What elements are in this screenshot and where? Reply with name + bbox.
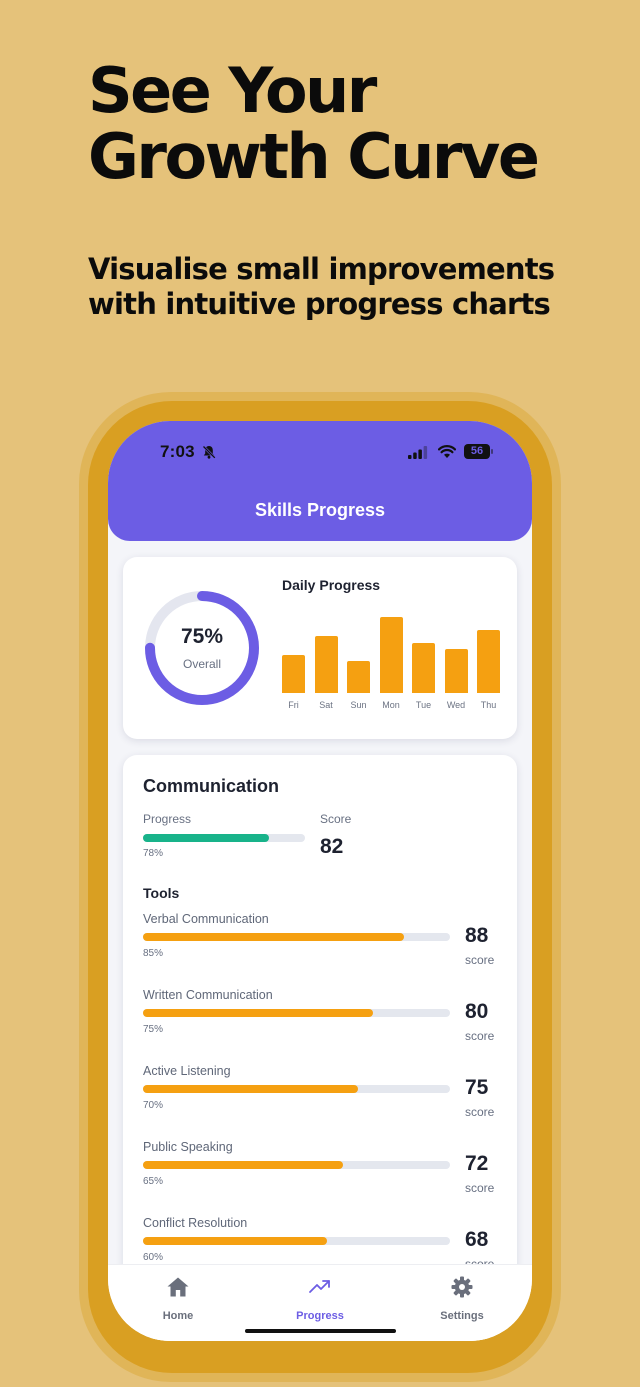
daily-progress-chart: Fri Sat Sun Mon Tue Wed Thu bbox=[282, 613, 500, 717]
tool-score-label: score bbox=[465, 1105, 495, 1119]
tab-home[interactable]: Home bbox=[118, 1265, 238, 1327]
tool-progress-bar bbox=[143, 933, 450, 941]
tool-progress-bar bbox=[143, 1237, 450, 1245]
tool-progress-bar bbox=[143, 1009, 450, 1017]
daily-progress-title: Daily Progress bbox=[282, 577, 381, 593]
tool-percent: 75% bbox=[143, 1024, 164, 1035]
tab-progress-label: Progress bbox=[296, 1310, 344, 1322]
tool-progress-fill bbox=[143, 1085, 358, 1093]
tool-percent: 65% bbox=[143, 1176, 164, 1187]
chart-bar-mon bbox=[379, 617, 403, 693]
chart-bar-sat bbox=[314, 636, 338, 693]
bell-muted-icon bbox=[202, 445, 216, 459]
tool-name: Conflict Resolution bbox=[143, 1216, 248, 1230]
chart-tick-label: Wed bbox=[446, 700, 466, 710]
tool-score-label: score bbox=[465, 1181, 495, 1195]
tool-name: Public Speaking bbox=[143, 1140, 233, 1154]
chart-bar-sun bbox=[347, 661, 370, 693]
tool-row[interactable]: Written Communication 75% 80 score bbox=[143, 988, 503, 1058]
tool-score: 80 bbox=[465, 1000, 489, 1023]
chart-tick-label: Fri bbox=[288, 700, 299, 710]
tool-score: 75 bbox=[465, 1076, 489, 1099]
skill-progress-percent: 78% bbox=[143, 848, 164, 859]
chart-bar-thu bbox=[477, 630, 500, 693]
tool-score: 68 bbox=[465, 1228, 489, 1251]
battery-icon: 56 bbox=[464, 444, 494, 460]
tool-percent: 70% bbox=[143, 1100, 164, 1111]
tool-score-label: score bbox=[465, 1029, 495, 1043]
hero-title-line-2: Growth Curve bbox=[88, 120, 540, 193]
tool-progress-fill bbox=[143, 1161, 343, 1169]
tool-row[interactable]: Verbal Communication 85% 88 score bbox=[143, 912, 503, 982]
wifi-icon bbox=[438, 445, 456, 458]
tool-progress-bar bbox=[143, 1085, 450, 1093]
tool-score-label: score bbox=[465, 953, 495, 967]
tool-name: Active Listening bbox=[143, 1064, 231, 1078]
chart-tick-label: Mon bbox=[382, 700, 400, 710]
chart-tick-label: Thu bbox=[480, 700, 497, 710]
tool-percent: 60% bbox=[143, 1252, 164, 1263]
progress-label: Progress bbox=[143, 812, 192, 826]
overall-percent: 75% bbox=[180, 625, 224, 648]
overall-progress-ring-fill bbox=[145, 591, 259, 705]
skill-card: Communication Progress Score 78% 82 Tool… bbox=[123, 755, 517, 1341]
battery-tip bbox=[491, 449, 493, 454]
hero-subtitle: Visualise small improvements with intuit… bbox=[88, 252, 608, 322]
overall-progress-ring bbox=[145, 591, 259, 705]
score-label: Score bbox=[320, 812, 352, 826]
overall-label: Overall bbox=[182, 657, 221, 671]
app-header: 7:03 56 Skills Progress bbox=[108, 421, 532, 541]
summary-card: 75% Overall Daily Progress Fri Sat Sun Mon T… bbox=[123, 557, 517, 739]
battery-level: 56 bbox=[464, 444, 490, 459]
hero-title: See Your Growth Curve bbox=[88, 58, 608, 190]
tool-percent: 85% bbox=[143, 948, 164, 959]
home-icon bbox=[167, 1277, 189, 1297]
phone-screen: 7:03 56 Skills Progress 75% bbox=[108, 421, 532, 1341]
skill-progress-fill bbox=[143, 834, 270, 842]
page-title: Skills Progress bbox=[254, 500, 386, 520]
hero-title-line-1: See Your bbox=[88, 54, 377, 127]
hero-subtitle-line-1: Visualise small improvements bbox=[88, 252, 555, 286]
chart-tick-label: Tue bbox=[415, 700, 432, 710]
status-time: 7:03 bbox=[160, 442, 195, 461]
skill-progress-bar bbox=[143, 834, 305, 842]
tool-score: 72 bbox=[465, 1152, 489, 1175]
hero-subtitle-line-2: with intuitive progress charts bbox=[88, 287, 551, 321]
tool-name: Verbal Communication bbox=[143, 912, 269, 926]
chart-tick-label: Sun bbox=[350, 700, 367, 710]
trending-up-icon bbox=[309, 1280, 330, 1293]
skill-score: 82 bbox=[320, 835, 344, 858]
skill-name: Communication bbox=[143, 776, 280, 796]
tool-progress-bar bbox=[143, 1161, 450, 1169]
tool-name: Written Communication bbox=[143, 988, 273, 1002]
tab-progress[interactable]: Progress bbox=[260, 1265, 380, 1327]
tool-row[interactable]: Public Speaking 65% 72 score bbox=[143, 1140, 503, 1210]
chart-tick-label: Sat bbox=[319, 700, 333, 710]
signal-icon bbox=[408, 446, 428, 459]
chart-bar-wed bbox=[444, 649, 468, 693]
tool-progress-fill bbox=[143, 1237, 328, 1245]
tab-home-label: Home bbox=[162, 1310, 194, 1322]
chart-bar-fri bbox=[282, 655, 305, 693]
tool-score: 88 bbox=[465, 924, 489, 947]
tools-heading: Tools bbox=[143, 885, 180, 901]
tab-bar: Home Progress bbox=[108, 1264, 532, 1341]
home-indicator bbox=[245, 1329, 396, 1333]
tab-settings-label: Settings bbox=[440, 1310, 484, 1322]
tool-progress-fill bbox=[143, 1009, 374, 1017]
chart-bar-tue bbox=[412, 643, 435, 693]
tab-settings[interactable]: Settings bbox=[402, 1265, 522, 1327]
gear-icon bbox=[451, 1276, 473, 1298]
tool-progress-fill bbox=[143, 933, 404, 941]
tool-row[interactable]: Active Listening 70% 75 score bbox=[143, 1064, 503, 1134]
